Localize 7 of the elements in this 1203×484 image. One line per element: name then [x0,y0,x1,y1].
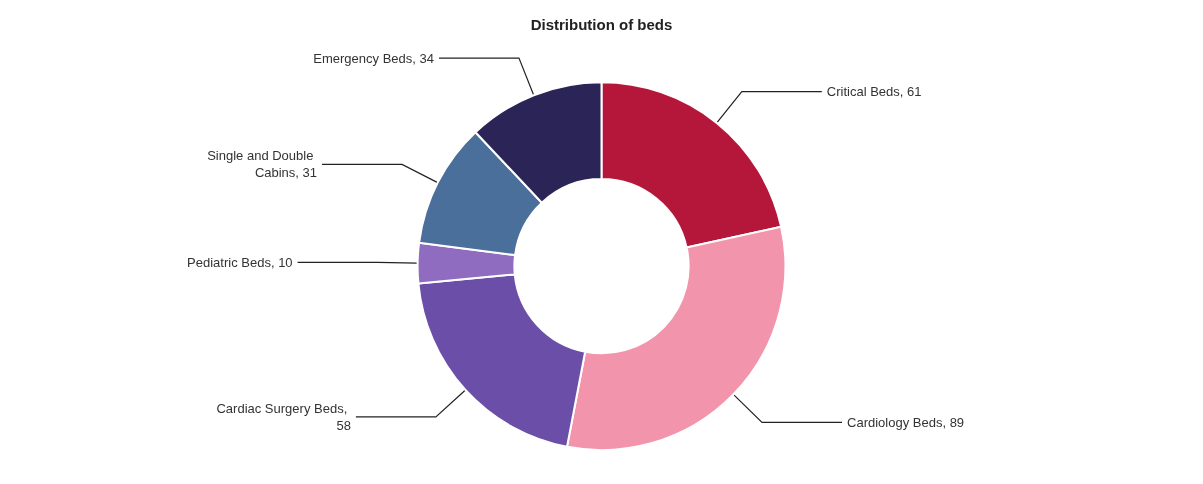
data-label: Cardiology Beds, 89 [847,414,965,430]
chart-title: Distribution of beds [530,16,673,33]
data-label: Emergency Beds, 34 [313,50,434,66]
data-label: Cardiac Surgery Beds, 58 [216,400,351,433]
data-label: Single and Double Cabins, 31 [207,148,318,181]
data-label: Critical Beds, 61 [826,84,922,100]
data-label: Pediatric Beds, 10 [187,254,293,270]
